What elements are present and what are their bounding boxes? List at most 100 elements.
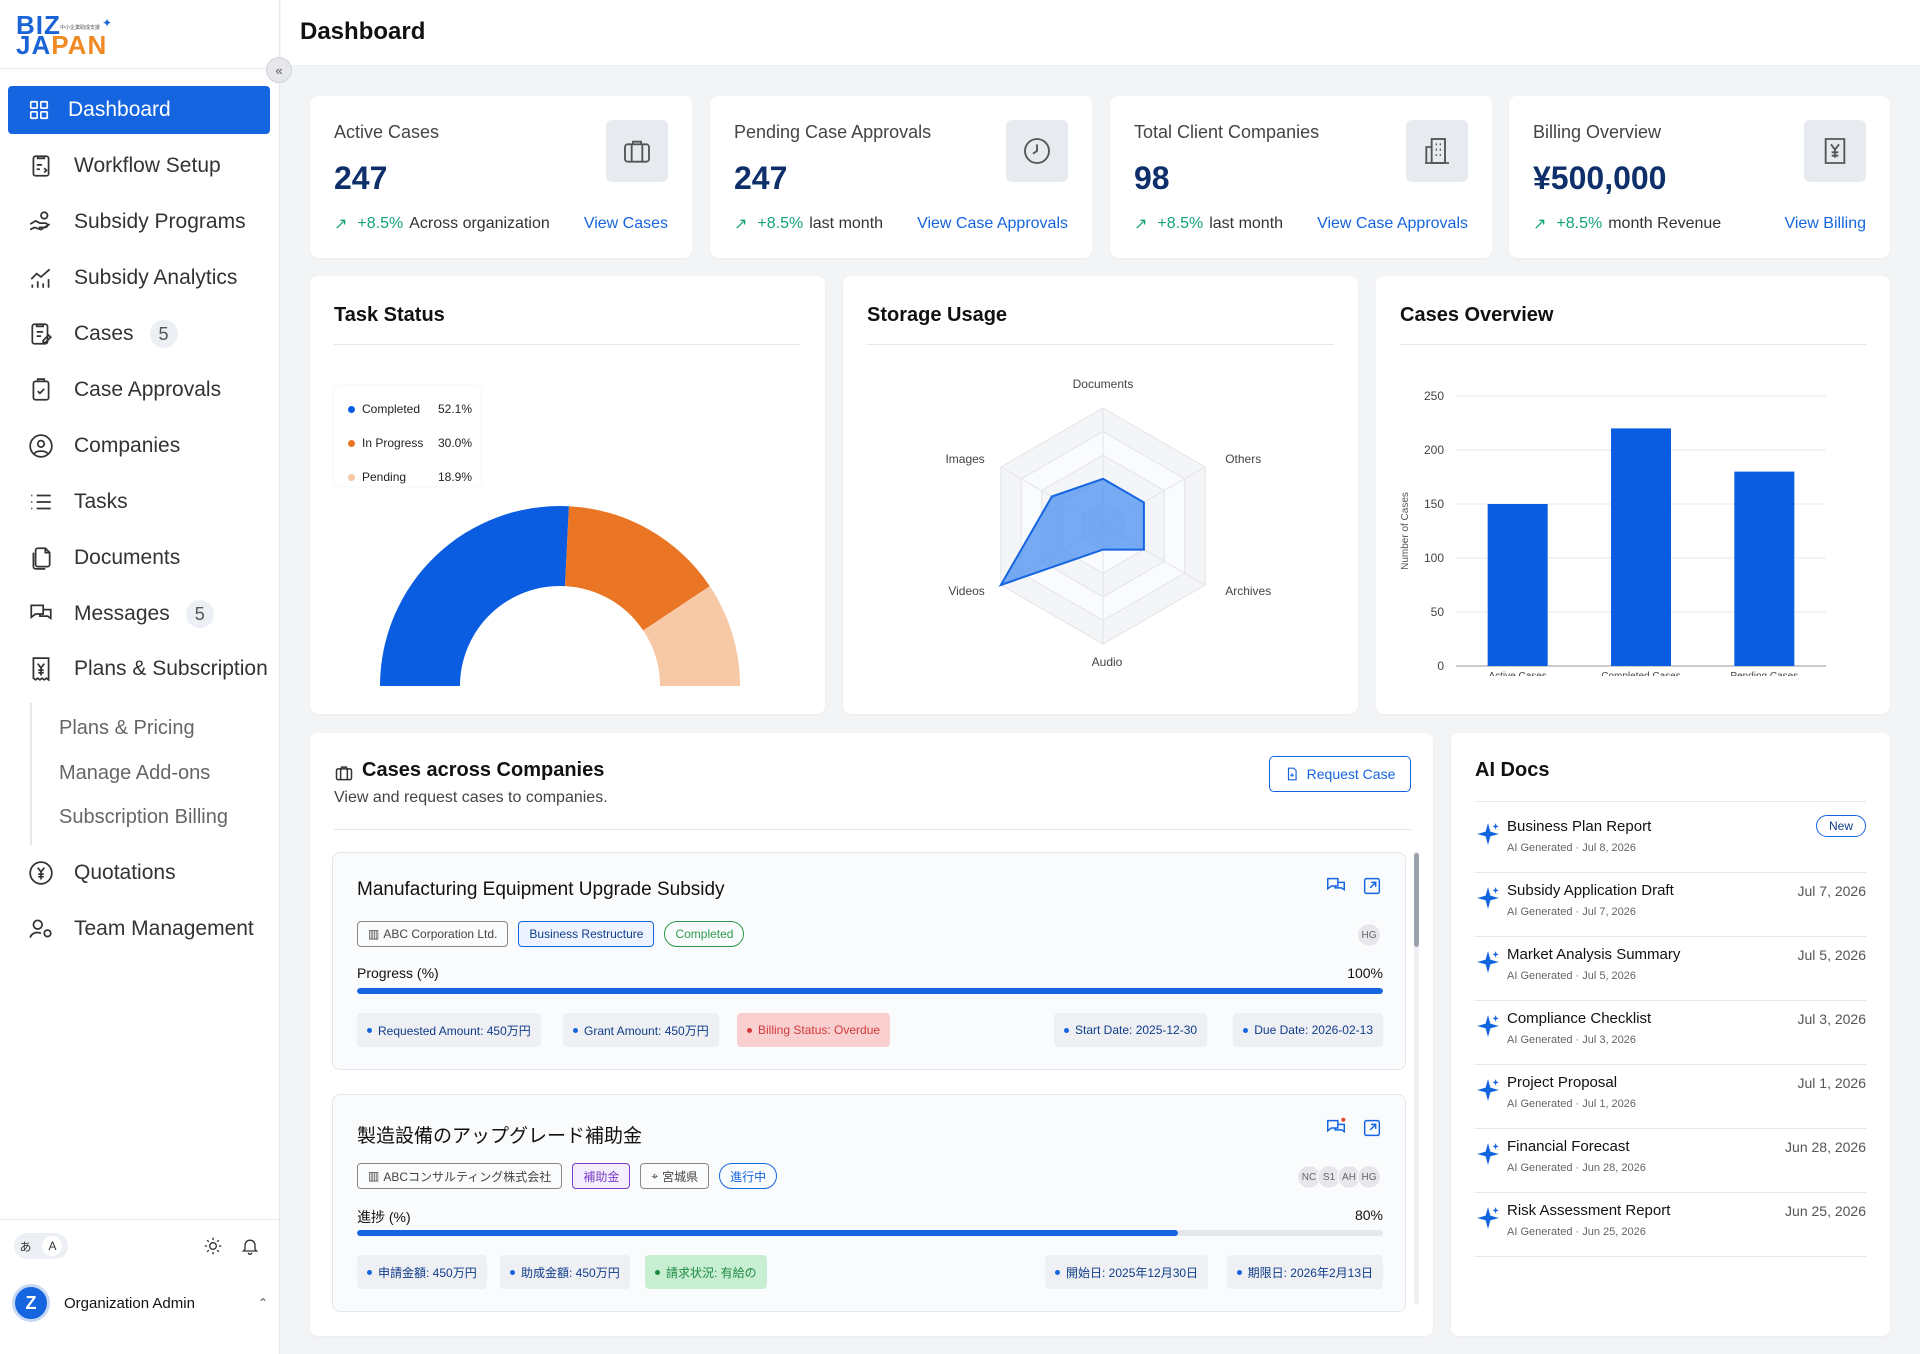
task-status-card: Task Status Completed 52.1% In Progress 30… — [310, 276, 825, 714]
stat-caption: Across organization — [409, 215, 550, 232]
lang-en[interactable]: A — [42, 1236, 63, 1256]
x-tick-label: Pending Cases — [1730, 671, 1798, 676]
radar-label: Audio — [1092, 655, 1123, 669]
trend-up-icon: ↗ — [1134, 216, 1148, 233]
nav-messages[interactable]: Messages 5 — [8, 590, 270, 638]
donut-slice-completed[interactable] — [380, 506, 569, 686]
view-cases-link[interactable]: View Cases — [583, 215, 668, 232]
nav-subsidy-analytics[interactable]: Subsidy Analytics — [8, 254, 270, 302]
nav-subsidy-programs[interactable]: Subsidy Programs — [8, 198, 270, 246]
stat-footer: ↗ +8.5% Across organization View Cases — [334, 214, 668, 234]
yen-coin-icon — [29, 861, 53, 885]
sun-icon[interactable] — [203, 1236, 223, 1256]
grant-amount: 助成金額: 450万円 — [500, 1255, 630, 1289]
nav-cases[interactable]: Cases 5 — [8, 310, 270, 358]
donut-slice-pending[interactable] — [643, 586, 740, 686]
nav-programs-label: Subsidy Programs — [74, 210, 246, 233]
case-card[interactable]: 製造設備のアップグレード補助金 ▥ ABCコンサルティング株式会社 補助金 ⌖ 宮城… — [332, 1094, 1406, 1312]
ai-doc-item[interactable]: Subsidy Application Draft AI Generated · … — [1475, 873, 1866, 937]
logo-line1: BIZ — [16, 10, 61, 40]
doc-date: Jul 7, 2026 — [1797, 883, 1867, 899]
legend-item: Pending 18.9% — [348, 470, 472, 484]
radar-series[interactable] — [998, 477, 1145, 587]
chevrons-left-icon: « — [275, 62, 283, 78]
cases-bar-chart: 0 50 100 150 200 250 Number of Cases Active Cas… — [1400, 389, 1826, 676]
nav-workflow-setup[interactable]: Workflow Setup — [8, 142, 270, 190]
bar-pending-cases[interactable] — [1734, 471, 1795, 666]
external-link-icon[interactable] — [1361, 875, 1383, 897]
nav-sub-manage-addons[interactable]: Manage Add-ons — [59, 762, 211, 784]
chat-icon[interactable] — [1325, 875, 1347, 897]
bell-icon[interactable] — [240, 1236, 260, 1256]
scrollbar-track[interactable] — [1414, 851, 1419, 1305]
nav-dashboard[interactable]: Dashboard — [8, 86, 270, 134]
progress-bar — [357, 1230, 1383, 1236]
nav-quotations[interactable]: Quotations — [8, 849, 270, 897]
sparkle-icon — [1477, 823, 1499, 845]
messages-count-badge: 5 — [185, 600, 214, 628]
ai-doc-item[interactable]: Project Proposal AI Generated · Jul 1, 20… — [1475, 1065, 1866, 1129]
collapse-sidebar-button[interactable]: « — [266, 57, 292, 83]
doc-title: Subsidy Application Draft — [1507, 882, 1674, 899]
doc-title: Project Proposal — [1507, 1074, 1618, 1091]
view-billing-link[interactable]: View Billing — [1784, 215, 1866, 232]
yen-receipt-icon — [1804, 120, 1866, 182]
ai-doc-item[interactable]: Business Plan Report AI Generated · Jul 8… — [1475, 809, 1866, 873]
y-tick-label: 0 — [1437, 659, 1444, 673]
nav-sub-plans-pricing[interactable]: Plans & Pricing — [59, 717, 195, 739]
doc-subtitle: AI Generated · Jul 1, 2026 — [1507, 1098, 1637, 1110]
nav-plans-subscription[interactable]: Plans & Subscription — [8, 645, 270, 693]
ai-doc-item[interactable]: Financial Forecast AI Generated · Jun 28,… — [1475, 1129, 1866, 1193]
clipboard-check-icon — [32, 378, 50, 401]
grant-amount: Grant Amount: 450万円 — [563, 1013, 719, 1047]
cases-overview-card: Cases Overview 0 50 100 150 200 250 Number of … — [1376, 276, 1890, 714]
nav-team-management[interactable]: Team Management — [8, 905, 270, 953]
stat-title: Pending Case Approvals — [734, 122, 932, 142]
nav-documents[interactable]: Documents — [8, 534, 270, 582]
ai-doc-item[interactable]: Compliance Checklist AI Generated · Jul 3… — [1475, 1001, 1866, 1065]
x-tick-label: Completed Cases — [1601, 671, 1680, 676]
status-badge: Completed — [664, 921, 745, 947]
lang-ja[interactable]: あ — [19, 1239, 32, 1254]
y-tick-label: 200 — [1424, 443, 1444, 457]
bar-completed-cases[interactable] — [1611, 428, 1671, 666]
ai-doc-item[interactable]: Risk Assessment Report AI Generated · Jun… — [1475, 1193, 1866, 1257]
nav-companies[interactable]: Companies — [8, 422, 270, 470]
bar-active-cases[interactable] — [1487, 504, 1548, 666]
sidebar: BIZ 中小企業助成支援 ✦ JAPAN Dashboard Workflow … — [0, 0, 280, 1354]
donut-slice-in-progress[interactable] — [564, 506, 710, 631]
billing-status: 請求状況: 有給の — [645, 1255, 767, 1289]
request-case-button[interactable]: Request Case — [1269, 756, 1411, 792]
progress-label: Progress (%) — [357, 965, 439, 981]
scrollbar-thumb[interactable] — [1414, 853, 1419, 947]
view-case-approvals-link[interactable]: View Case Approvals — [1317, 215, 1468, 232]
topbar — [281, 0, 1920, 66]
chat-unread-icon[interactable] — [1325, 1117, 1347, 1139]
start-date: 開始日: 2025年12月30日 — [1045, 1255, 1209, 1289]
nav-case-approvals[interactable]: Case Approvals — [8, 366, 270, 414]
language-toggle[interactable]: あ A — [14, 1233, 68, 1259]
brand-logo[interactable]: BIZ 中小企業助成支援 ✦ JAPAN — [16, 10, 116, 58]
stat-trend: +8.5% — [757, 215, 804, 232]
stat-value: 247 — [734, 160, 788, 196]
external-link-icon[interactable] — [1361, 1117, 1383, 1139]
radar-label: Videos — [948, 584, 984, 598]
y-tick-label: 50 — [1431, 605, 1445, 619]
case-card[interactable]: Manufacturing Equipment Upgrade Subsidy … — [332, 852, 1406, 1070]
user-circle-icon — [29, 434, 53, 458]
ai-doc-item[interactable]: Market Analysis Summary AI Generated · Ju… — [1475, 937, 1866, 1001]
documents-icon — [32, 547, 51, 570]
view-case-approvals-link[interactable]: View Case Approvals — [917, 215, 1068, 232]
radar-label: Images — [945, 452, 984, 466]
logo-spark-icon: ✦ — [102, 16, 113, 30]
user-menu[interactable]: Z Organization Admin ⌃ — [12, 1282, 268, 1324]
nav-tasks[interactable]: Tasks — [8, 478, 270, 526]
y-axis-label: Number of Cases — [1400, 492, 1411, 570]
avatar: Z — [12, 1284, 50, 1322]
doc-subtitle: AI Generated · Jul 3, 2026 — [1507, 1034, 1637, 1046]
doc-subtitle: AI Generated · Jun 25, 2026 — [1507, 1226, 1646, 1238]
nav-tasks-label: Tasks — [74, 490, 128, 513]
sparkle-icon — [1477, 887, 1499, 909]
sparkle-icon — [1477, 1207, 1499, 1229]
nav-sub-subscription-billing[interactable]: Subscription Billing — [59, 806, 228, 828]
